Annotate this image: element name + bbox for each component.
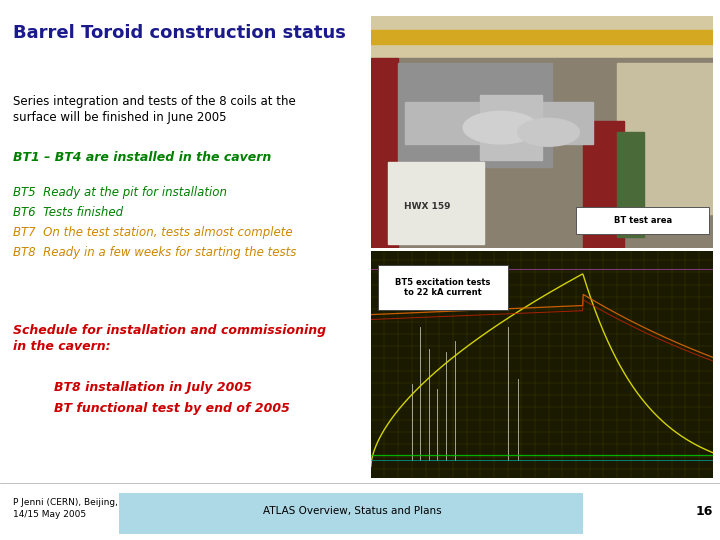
Text: Series integration and tests of the 8 coils at the
surface will be finished in J: Series integration and tests of the 8 co… — [13, 94, 296, 124]
Bar — [617, 63, 713, 213]
Text: BT7  On the test station, tests almost complete: BT7 On the test station, tests almost co… — [13, 226, 292, 239]
Bar — [398, 58, 713, 248]
Text: BT6  Tests finished: BT6 Tests finished — [13, 206, 123, 219]
Text: Barrel Toroid construction status: Barrel Toroid construction status — [13, 24, 346, 42]
Bar — [377, 265, 508, 310]
Bar — [388, 163, 484, 244]
Bar — [119, 493, 583, 534]
Bar — [617, 132, 644, 237]
Ellipse shape — [463, 111, 539, 144]
Bar — [398, 63, 552, 167]
Text: ATLAS Overview, Status and Plans: ATLAS Overview, Status and Plans — [264, 507, 442, 516]
Text: BT8  Ready in a few weeks for starting the tests: BT8 Ready in a few weeks for starting th… — [13, 246, 297, 259]
Bar — [405, 102, 593, 144]
Text: BT5  Ready at the pit for installation: BT5 Ready at the pit for installation — [13, 186, 227, 199]
Text: HWX 159: HWX 159 — [404, 202, 451, 211]
Text: BT test area: BT test area — [613, 216, 672, 225]
Text: Schedule for installation and commissioning
in the cavern:: Schedule for installation and commission… — [13, 324, 326, 354]
Text: BT5 excitation tests
to 22 kA current: BT5 excitation tests to 22 kA current — [395, 278, 490, 297]
Text: P Jenni (CERN), Beijing,
14/15 May 2005: P Jenni (CERN), Beijing, 14/15 May 2005 — [13, 498, 118, 518]
Bar — [371, 30, 713, 44]
Text: BT functional test by end of 2005: BT functional test by end of 2005 — [54, 402, 290, 415]
Text: 16: 16 — [696, 505, 713, 518]
Text: BT1 – BT4 are installed in the cavern: BT1 – BT4 are installed in the cavern — [13, 151, 271, 164]
Bar — [576, 207, 709, 234]
Bar — [371, 16, 713, 58]
Bar — [371, 58, 398, 248]
Bar — [582, 120, 624, 248]
Ellipse shape — [518, 118, 580, 146]
Text: BT8 installation in July 2005: BT8 installation in July 2005 — [54, 381, 252, 394]
Bar — [480, 95, 541, 160]
